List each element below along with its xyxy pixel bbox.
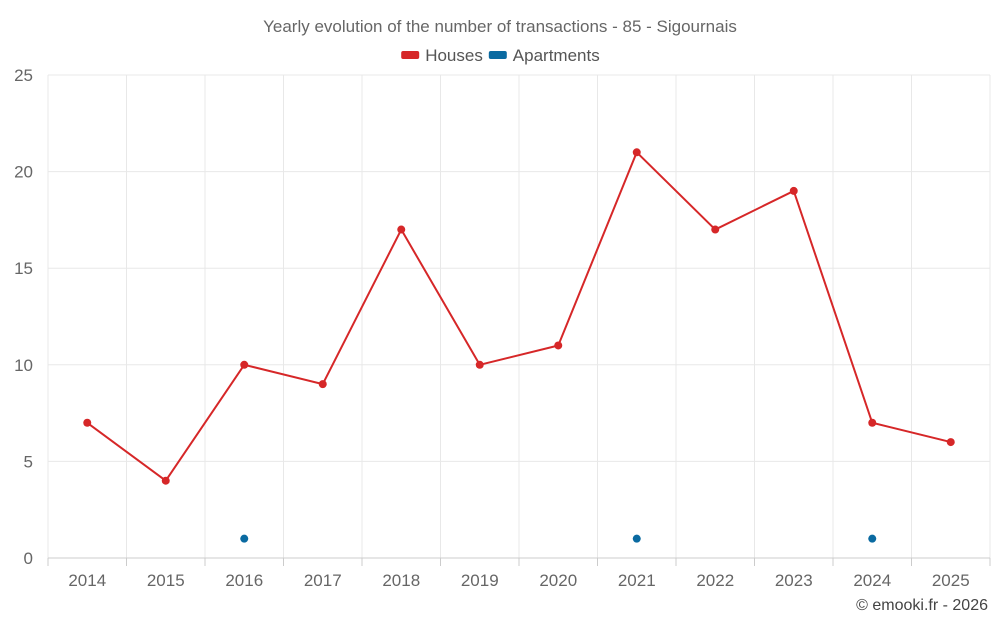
legend-item-houses: Houses xyxy=(401,46,483,65)
apartments-point xyxy=(632,534,641,543)
x-tick-label: 2015 xyxy=(147,571,185,590)
x-tick-label: 2020 xyxy=(539,571,577,590)
series-houses xyxy=(83,148,955,485)
gridlines xyxy=(47,74,991,566)
houses-point xyxy=(397,225,406,234)
legend-label-houses: Houses xyxy=(425,46,483,65)
houses-point xyxy=(554,341,563,350)
x-tick-label: 2022 xyxy=(696,571,734,590)
houses-point xyxy=(789,186,798,195)
houses-point xyxy=(240,360,249,369)
credit-text: © emooki.fr - 2026 xyxy=(856,597,988,614)
legend-swatch-houses xyxy=(401,51,420,59)
y-tick-label: 0 xyxy=(24,549,33,568)
houses-point xyxy=(711,225,720,234)
x-tick-label: 2024 xyxy=(853,571,891,590)
houses-point xyxy=(946,438,955,447)
y-tick-label: 5 xyxy=(24,452,33,471)
chart-title: Yearly evolution of the number of transa… xyxy=(263,17,737,36)
houses-point xyxy=(83,418,92,427)
houses-line xyxy=(86,151,951,482)
x-tick-label: 2017 xyxy=(304,571,342,590)
houses-point xyxy=(161,476,170,485)
series-layer xyxy=(83,148,955,543)
houses-point xyxy=(868,418,877,427)
legend-swatch-apartments xyxy=(488,51,507,59)
x-tick-label: 2014 xyxy=(68,571,106,590)
x-tick-label: 2016 xyxy=(225,571,263,590)
legend: Houses Apartments xyxy=(401,46,600,65)
series-apartments xyxy=(240,534,877,543)
y-tick-label: 10 xyxy=(14,356,33,375)
y-tick-label: 15 xyxy=(14,259,33,278)
houses-point xyxy=(475,360,484,369)
legend-label-apartments: Apartments xyxy=(513,46,600,65)
y-tick-label: 20 xyxy=(14,163,33,182)
x-tick-label: 2025 xyxy=(932,571,970,590)
x-tick-label: 2023 xyxy=(775,571,813,590)
apartments-point xyxy=(868,534,877,543)
x-tick-label: 2019 xyxy=(461,571,499,590)
houses-point xyxy=(318,380,327,389)
x-tick-label: 2021 xyxy=(618,571,656,590)
apartments-point xyxy=(240,534,249,543)
y-tick-label: 25 xyxy=(14,66,33,85)
x-axis: 2014 2015 2016 2017 2018 2019 2020 2021 2022 2023… xyxy=(68,571,969,590)
y-axis: 0 5 10 15 20 25 xyxy=(14,66,33,568)
legend-item-apartments: Apartments xyxy=(488,46,600,65)
houses-point xyxy=(632,148,641,157)
x-tick-label: 2018 xyxy=(382,571,420,590)
